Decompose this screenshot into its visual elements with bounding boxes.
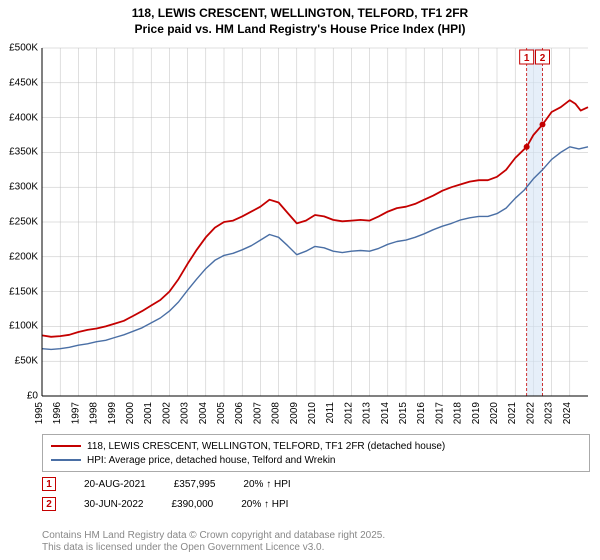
legend-row-hpi: HPI: Average price, detached house, Telf… — [51, 453, 581, 467]
svg-text:1996: 1996 — [52, 402, 63, 425]
svg-text:2023: 2023 — [544, 402, 555, 425]
sale-row-2: 2 30-JUN-2022 £390,000 20% ↑ HPI — [42, 494, 291, 514]
chart-svg: 1219951996199719981999200020012002200320… — [42, 44, 590, 424]
y-axis-label: £300K — [9, 182, 38, 193]
legend-label-property: 118, LEWIS CRESCENT, WELLINGTON, TELFORD… — [87, 441, 445, 452]
svg-text:1: 1 — [524, 53, 530, 64]
legend-swatch-property — [51, 445, 81, 447]
svg-text:2015: 2015 — [398, 402, 409, 425]
svg-text:2021: 2021 — [507, 402, 518, 425]
sale-row-1: 1 20-AUG-2021 £357,995 20% ↑ HPI — [42, 474, 291, 494]
svg-text:2024: 2024 — [562, 402, 573, 425]
svg-text:2005: 2005 — [216, 402, 227, 425]
legend-label-hpi: HPI: Average price, detached house, Telf… — [87, 455, 336, 466]
sale-note-1: 20% ↑ HPI — [243, 479, 290, 490]
svg-text:2012: 2012 — [343, 402, 354, 425]
chart-title: 118, LEWIS CRESCENT, WELLINGTON, TELFORD… — [0, 0, 600, 37]
svg-text:2013: 2013 — [362, 402, 373, 425]
svg-text:2017: 2017 — [434, 402, 445, 425]
y-axis-label: £400K — [9, 112, 38, 123]
y-axis-label: £500K — [9, 43, 38, 54]
y-axis-label: £350K — [9, 147, 38, 158]
svg-text:2007: 2007 — [252, 402, 263, 425]
sale-price-1: £357,995 — [174, 479, 216, 490]
svg-text:1997: 1997 — [70, 402, 81, 425]
svg-text:2008: 2008 — [271, 402, 282, 425]
y-axis-label: £0 — [27, 391, 38, 402]
footer-attribution: Contains HM Land Registry data © Crown c… — [42, 530, 385, 554]
y-axis-label: £450K — [9, 77, 38, 88]
svg-text:2014: 2014 — [380, 402, 391, 425]
sale-date-2: 30-JUN-2022 — [84, 499, 143, 510]
svg-text:2004: 2004 — [198, 402, 209, 425]
svg-text:2003: 2003 — [180, 402, 191, 425]
y-axis-label: £50K — [15, 356, 38, 367]
svg-text:2011: 2011 — [325, 402, 336, 424]
y-axis-label: £150K — [9, 286, 38, 297]
sale-date-1: 20-AUG-2021 — [84, 479, 146, 490]
title-line-1: 118, LEWIS CRESCENT, WELLINGTON, TELFORD… — [0, 6, 600, 22]
legend-swatch-hpi — [51, 459, 81, 460]
svg-text:2009: 2009 — [289, 402, 300, 425]
svg-text:2022: 2022 — [525, 402, 536, 425]
y-axis-label: £100K — [9, 321, 38, 332]
legend: 118, LEWIS CRESCENT, WELLINGTON, TELFORD… — [42, 434, 590, 472]
svg-text:2016: 2016 — [416, 402, 427, 425]
title-line-2: Price paid vs. HM Land Registry's House … — [0, 22, 600, 38]
svg-text:1998: 1998 — [89, 402, 100, 425]
y-axis-label: £200K — [9, 251, 38, 262]
sale-records: 1 20-AUG-2021 £357,995 20% ↑ HPI 2 30-JU… — [42, 474, 291, 514]
svg-text:2006: 2006 — [234, 402, 245, 425]
footer-line-2: This data is licensed under the Open Gov… — [42, 542, 385, 554]
svg-text:2001: 2001 — [143, 402, 154, 425]
footer-line-1: Contains HM Land Registry data © Crown c… — [42, 530, 385, 542]
svg-text:2019: 2019 — [471, 402, 482, 425]
y-axis-label: £250K — [9, 217, 38, 228]
legend-row-property: 118, LEWIS CRESCENT, WELLINGTON, TELFORD… — [51, 439, 581, 453]
svg-text:2000: 2000 — [125, 402, 136, 425]
sale-marker-1: 1 — [42, 477, 56, 491]
svg-text:1995: 1995 — [34, 402, 45, 425]
chart-plot-area: 1219951996199719981999200020012002200320… — [42, 44, 590, 424]
svg-text:2010: 2010 — [307, 402, 318, 425]
svg-text:2: 2 — [540, 53, 546, 64]
chart-container: 118, LEWIS CRESCENT, WELLINGTON, TELFORD… — [0, 0, 600, 560]
svg-text:2020: 2020 — [489, 402, 500, 425]
sale-marker-2: 2 — [42, 497, 56, 511]
svg-text:1999: 1999 — [107, 402, 118, 425]
sale-price-2: £390,000 — [171, 499, 213, 510]
svg-text:2018: 2018 — [453, 402, 464, 425]
sale-note-2: 20% ↑ HPI — [241, 499, 288, 510]
svg-text:2002: 2002 — [161, 402, 172, 425]
